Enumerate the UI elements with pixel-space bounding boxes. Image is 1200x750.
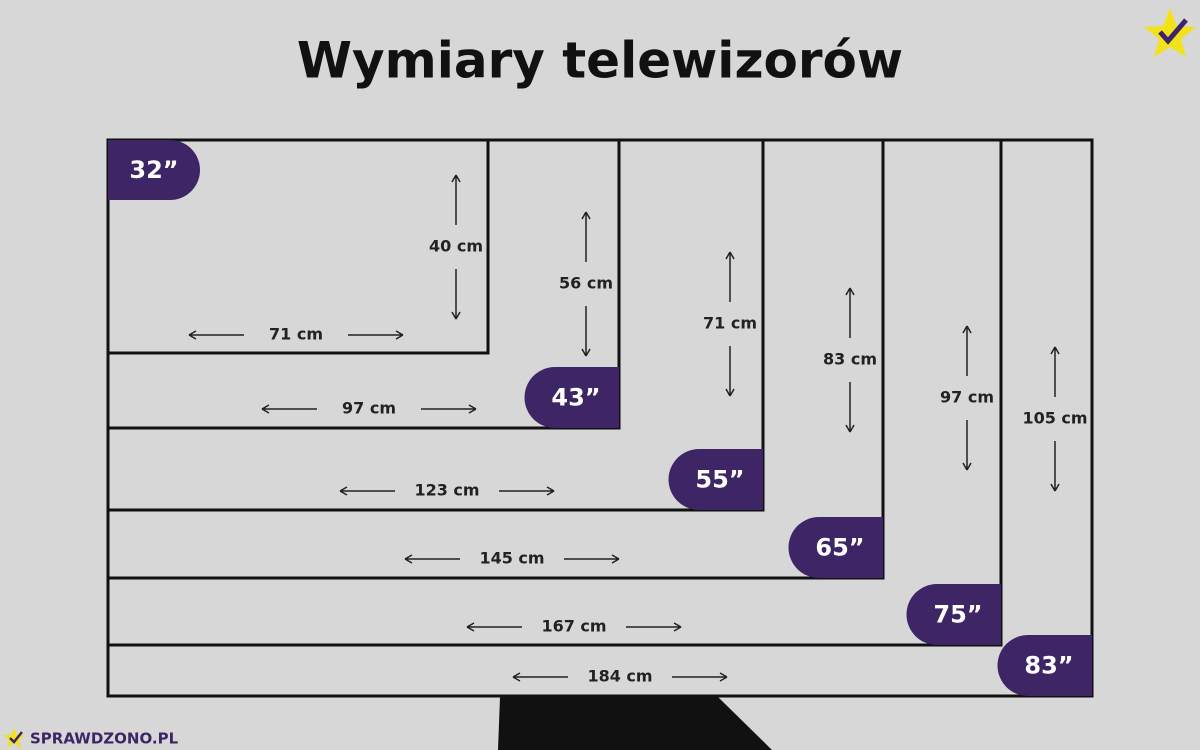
width-label: 145 cm xyxy=(479,549,544,568)
arrow xyxy=(672,672,728,682)
size-label: 83” xyxy=(1024,652,1073,680)
star-icon xyxy=(1144,8,1196,57)
size-badge xyxy=(906,584,1001,645)
width-label: 167 cm xyxy=(541,617,606,636)
tv-sizes: 71 cm 40 cm 32” 97 cm 56 cm 43” 123 cm 71 cm 55”… xyxy=(106,138,1094,698)
brand-star xyxy=(3,728,25,748)
brand-check xyxy=(9,731,23,744)
width-label: 184 cm xyxy=(587,667,652,686)
check-icon xyxy=(1158,18,1188,45)
arrow xyxy=(725,251,735,302)
arrow xyxy=(1050,441,1060,492)
arrow xyxy=(261,404,317,414)
arrow xyxy=(1050,346,1060,397)
size-label: 32” xyxy=(129,156,178,184)
height-label: 71 cm xyxy=(703,314,757,333)
height-label: 105 cm xyxy=(1022,409,1087,428)
size-badge xyxy=(997,635,1092,696)
size-label: 55” xyxy=(695,466,744,494)
height-label: 40 cm xyxy=(429,237,483,256)
height-label: 97 cm xyxy=(940,388,994,407)
arrow xyxy=(845,382,855,433)
size-label: 65” xyxy=(815,534,864,562)
size-badge xyxy=(668,449,763,510)
arrow xyxy=(581,211,591,262)
arrow xyxy=(581,306,591,357)
arrow xyxy=(348,330,404,340)
arrow xyxy=(188,330,244,340)
size-badge xyxy=(108,140,200,200)
arrow xyxy=(962,325,972,376)
arrow xyxy=(451,269,461,320)
size-label: 75” xyxy=(933,601,982,629)
arrow xyxy=(962,420,972,471)
height-label: 56 cm xyxy=(559,274,613,293)
width-label: 71 cm xyxy=(269,325,323,344)
arrow xyxy=(451,174,461,225)
arrow xyxy=(404,554,460,564)
arrow xyxy=(845,287,855,338)
arrow xyxy=(626,622,682,632)
top-logo xyxy=(1144,8,1196,57)
arrow xyxy=(339,486,395,496)
size-label: 43” xyxy=(551,384,600,412)
arrow xyxy=(512,672,568,682)
brand-logo: SPRAWDZONO.PL xyxy=(3,728,179,748)
width-label: 123 cm xyxy=(414,481,479,500)
arrow xyxy=(421,404,477,414)
brand-text: SPRAWDZONO.PL xyxy=(30,730,179,748)
size-badge xyxy=(524,367,619,428)
size-badge xyxy=(788,517,883,578)
arrow xyxy=(725,346,735,397)
height-label: 83 cm xyxy=(823,350,877,369)
arrow xyxy=(499,486,555,496)
arrow xyxy=(564,554,620,564)
tv-outline xyxy=(106,138,490,355)
arrow xyxy=(466,622,522,632)
tv-stand xyxy=(498,697,772,750)
title: Wymiary telewizorów xyxy=(297,32,903,90)
width-label: 97 cm xyxy=(342,399,396,418)
